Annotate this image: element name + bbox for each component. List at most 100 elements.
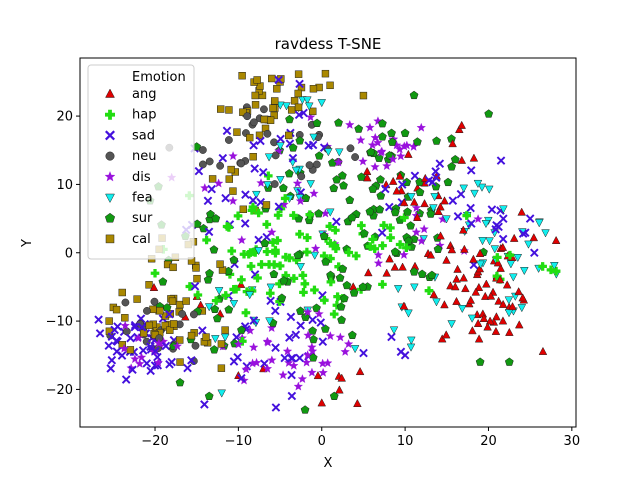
point-ang xyxy=(496,263,505,272)
point-sur xyxy=(296,306,305,315)
legend-marker-fea xyxy=(105,193,115,204)
point-ang xyxy=(441,330,451,339)
point-dis xyxy=(323,358,333,368)
point-dis xyxy=(365,122,375,132)
legend-marker-ang xyxy=(105,88,115,98)
point-fea xyxy=(490,245,500,254)
point-sad xyxy=(183,363,192,373)
point-ang xyxy=(388,176,398,185)
point-sad xyxy=(137,322,147,332)
legend-marker-dis xyxy=(104,171,116,182)
point-sad xyxy=(240,219,250,228)
point-sur xyxy=(504,357,514,366)
point-cal xyxy=(145,281,153,289)
point-ang xyxy=(446,281,455,290)
point-fea xyxy=(430,193,439,202)
point-ang xyxy=(471,287,481,296)
point-sad xyxy=(291,330,301,340)
point-cal xyxy=(217,105,225,113)
point-hap xyxy=(386,223,395,233)
point-sad xyxy=(448,196,458,205)
point-fea xyxy=(309,133,318,142)
point-fea xyxy=(214,287,224,296)
point-cal xyxy=(216,260,224,268)
point-ang xyxy=(313,370,323,380)
point-sur xyxy=(209,345,219,354)
point-fea xyxy=(470,189,479,198)
point-sad xyxy=(218,153,228,163)
point-sur xyxy=(277,293,287,302)
point-neu xyxy=(263,129,272,138)
point-sur xyxy=(229,255,239,264)
point-sad xyxy=(296,321,305,330)
point-fea xyxy=(245,291,255,300)
point-sad xyxy=(280,353,290,363)
point-hap xyxy=(298,271,308,280)
point-fea xyxy=(276,142,285,151)
point-dis xyxy=(373,258,384,268)
point-dis xyxy=(295,196,306,206)
point-cal xyxy=(238,72,246,80)
point-ang xyxy=(474,282,484,291)
point-dis xyxy=(119,343,129,353)
point-cal xyxy=(126,346,135,354)
point-neu xyxy=(150,297,159,306)
point-sad xyxy=(431,173,441,183)
point-sur xyxy=(366,147,376,156)
y-tick-label: 10 xyxy=(56,178,73,193)
point-fea xyxy=(264,153,274,162)
point-sad xyxy=(271,343,280,352)
point-sad xyxy=(203,196,213,206)
point-sad xyxy=(258,167,268,177)
point-cal xyxy=(227,165,235,174)
point-dis xyxy=(267,227,277,237)
point-neu xyxy=(297,172,306,181)
point-sur xyxy=(175,377,185,387)
point-neu xyxy=(189,310,198,319)
point-sad xyxy=(165,309,174,319)
point-ang xyxy=(436,231,445,240)
point-sur xyxy=(326,270,335,279)
point-sad xyxy=(295,353,304,363)
point-sur xyxy=(385,150,394,160)
point-sad xyxy=(266,296,275,306)
point-hap xyxy=(378,280,387,289)
x-tick-label: 10 xyxy=(397,434,414,449)
point-sad xyxy=(274,202,284,211)
point-sur xyxy=(378,118,387,128)
point-hap xyxy=(370,244,380,254)
point-sad xyxy=(107,355,117,365)
point-hap xyxy=(386,233,395,243)
point-cal xyxy=(193,274,201,283)
point-ang xyxy=(459,273,468,282)
point-sur xyxy=(415,187,425,197)
x-tick-label: 20 xyxy=(480,434,497,449)
point-cal xyxy=(246,133,254,142)
point-ang xyxy=(385,254,394,263)
point-fea xyxy=(520,267,529,276)
point-neu xyxy=(305,161,314,170)
point-cal xyxy=(253,76,261,84)
point-dis xyxy=(370,162,380,171)
point-sad xyxy=(274,75,283,85)
point-fea xyxy=(478,237,487,246)
legend-marker-sad xyxy=(105,130,115,141)
point-sad xyxy=(153,352,162,362)
point-hap xyxy=(275,261,285,271)
legend-label-cal: cal xyxy=(132,232,151,247)
point-sur xyxy=(278,183,288,192)
point-dis xyxy=(136,352,147,362)
point-neu xyxy=(270,180,279,188)
point-sur xyxy=(319,231,329,240)
point-ang xyxy=(466,295,476,304)
point-sur xyxy=(329,391,339,400)
point-dis xyxy=(358,156,368,166)
point-ang xyxy=(409,197,419,206)
point-fea xyxy=(296,263,305,272)
point-fea xyxy=(324,148,333,157)
point-dis xyxy=(310,243,321,253)
point-dis xyxy=(345,119,355,129)
point-ang xyxy=(473,318,483,327)
point-neu xyxy=(237,159,246,168)
y-tick-label: −10 xyxy=(46,315,73,330)
